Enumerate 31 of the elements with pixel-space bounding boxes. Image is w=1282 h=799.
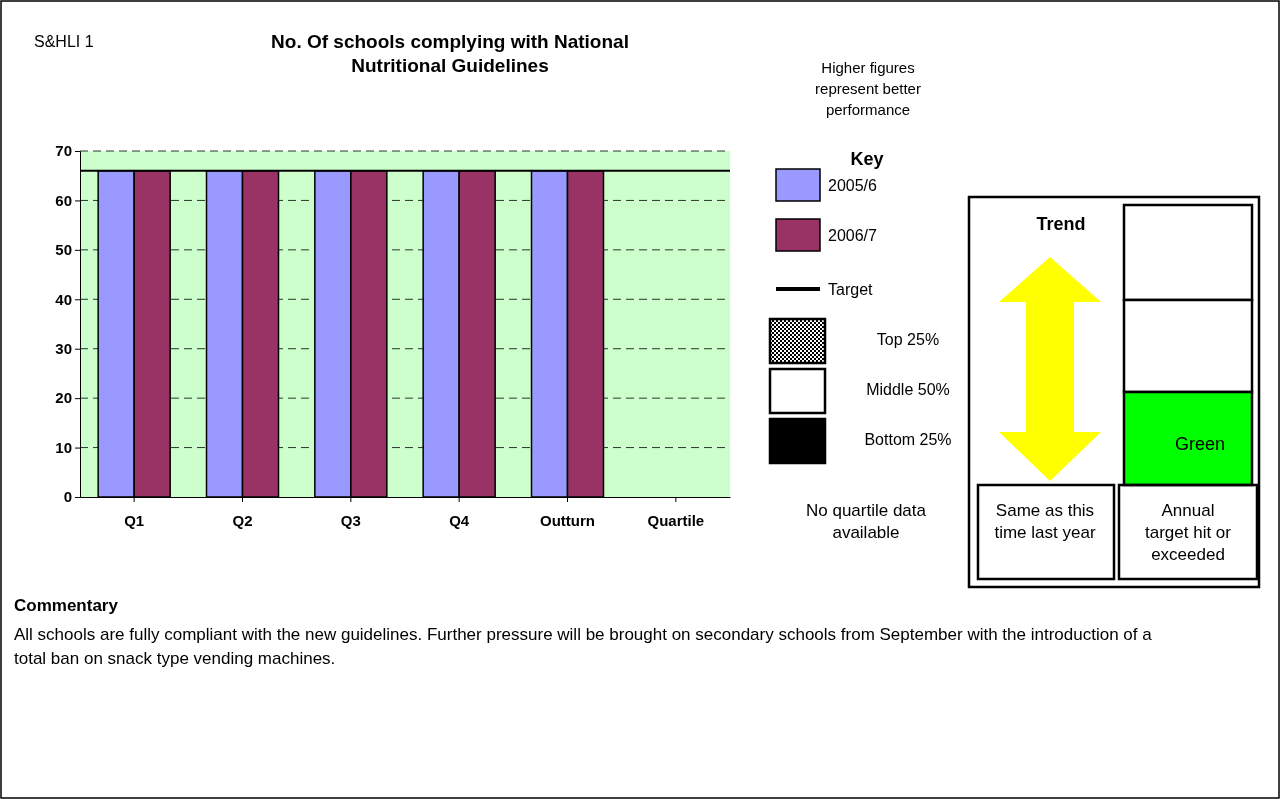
text: Higher figures represent better performance: [815, 59, 921, 118]
x-tick-label: Q3: [340, 512, 361, 529]
text: All schools are fully compliant with the new guidelines. Further pressure will be brought on secondary schools from September with the introduction of a total ban on snack type vending machines.: [14, 625, 1153, 668]
x-tick-label: Q2: [232, 512, 253, 529]
chart-title: No. Of schools complying with National Nutritional Guidelines: [271, 31, 629, 76]
text: Middle 50%: [866, 381, 950, 398]
legend-label: 2005/6: [828, 177, 878, 194]
y-tick-label: 10: [55, 438, 72, 456]
x-tick-label: Q4: [449, 512, 470, 529]
text: No quartile data available: [805, 501, 927, 542]
y-tick-label: 70: [55, 142, 72, 160]
text: Bottom 25%: [864, 431, 952, 448]
legend-label: 2006/7: [828, 227, 878, 244]
text: Green: [1174, 434, 1226, 454]
text: Annual target hit or exceeded: [1145, 501, 1232, 564]
y-tick-label: 60: [55, 191, 72, 209]
y-tick-label: 40: [55, 290, 72, 308]
y-tick-label: 30: [55, 340, 72, 358]
y-tick-label: 0: [63, 488, 72, 506]
text: Key: [850, 149, 884, 169]
text: Trend: [1036, 214, 1086, 234]
x-tick-label: Outturn: [540, 512, 595, 529]
text: Commentary: [14, 596, 119, 615]
text: S&HLI 1: [34, 33, 94, 50]
text: Same as this time last year: [994, 501, 1096, 542]
text: Top 25%: [876, 331, 940, 348]
x-tick-label: Quartile: [647, 512, 705, 529]
y-tick-label: 20: [55, 389, 72, 407]
legend-label: Target: [828, 281, 874, 298]
y-tick-label: 50: [55, 241, 72, 259]
x-tick-label: Q1: [124, 512, 145, 529]
